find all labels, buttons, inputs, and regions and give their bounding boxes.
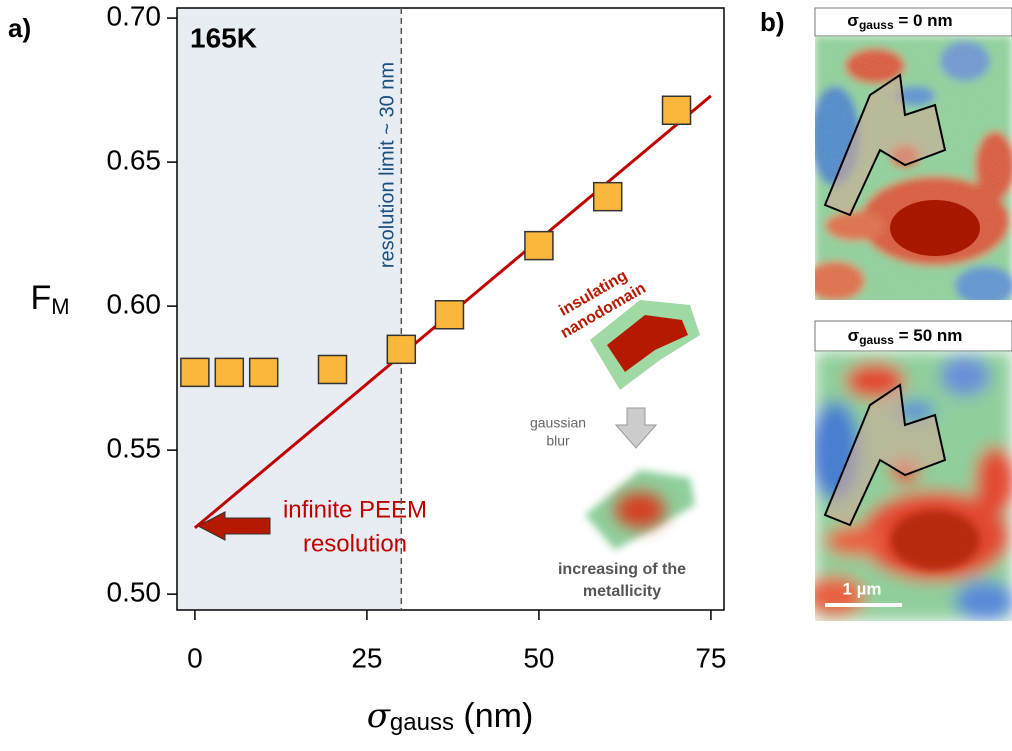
domain-cartoon-blur [615,492,665,528]
x-label-unit: (nm) [454,697,533,735]
panel-label: a) [8,13,31,43]
data-point [180,357,210,388]
panel-label: b) [760,7,785,37]
blur-arrow [614,407,658,449]
t-rest: = 50 nm [894,326,963,345]
y-label-sub: M [51,294,69,319]
scale-bar-label: 1 µm [842,579,881,598]
infinite-annotation: resolution [303,530,407,557]
x-axis-label: σgauss (nm) [367,696,534,736]
blur-annotation: blur [546,433,570,449]
y-tick-label: 0.70 [107,0,162,31]
t-sub: gauss [859,18,894,32]
y-axis-label: FM [30,279,69,319]
data-point [592,181,623,212]
resolution-annotation: resolution limit ~ 30 nm [376,62,398,268]
image-title-box [814,7,1012,37]
image-sharp [815,36,1012,300]
image-title-box [814,320,1012,352]
y-tick-label: 0.65 [107,144,162,175]
t-sym: σ [848,326,860,345]
t-sub: gauss [859,333,894,347]
image-blurred [815,351,1012,621]
temperature-label: 165K [190,22,257,53]
metallicity-annotation: increasing of the [558,561,686,578]
image-title: σgauss = 0 nm [847,11,952,32]
data-point [248,357,279,388]
t-sym: σ [847,11,859,30]
data-point [524,230,554,261]
data-point [386,334,417,365]
x-tick-label: 50 [523,642,554,673]
t-rest: = 0 nm [894,11,953,30]
infinite-arrow [196,511,271,541]
data-point [661,95,692,126]
y-label-main: F [30,279,51,317]
plot-frame [176,7,725,611]
metallicity-annotation: metallicity [583,583,661,600]
x-tick-label: 75 [695,642,726,673]
data-point [317,354,348,385]
blur-annotation: gaussian [530,415,586,431]
x-label-sub: gauss [390,709,454,736]
x-label-sym: σ [367,696,391,736]
data-point [214,357,245,388]
x-tick-label: 0 [187,642,203,673]
y-tick-label: 0.55 [107,433,162,464]
domain-cartoon [607,315,688,372]
y-tick-label: 0.60 [107,289,162,320]
infinite-annotation: infinite PEEM [283,496,427,523]
x-tick-label: 25 [351,642,382,673]
data-point [434,300,465,330]
y-tick-label: 0.50 [107,577,162,608]
image-title: σgauss = 50 nm [848,326,963,347]
